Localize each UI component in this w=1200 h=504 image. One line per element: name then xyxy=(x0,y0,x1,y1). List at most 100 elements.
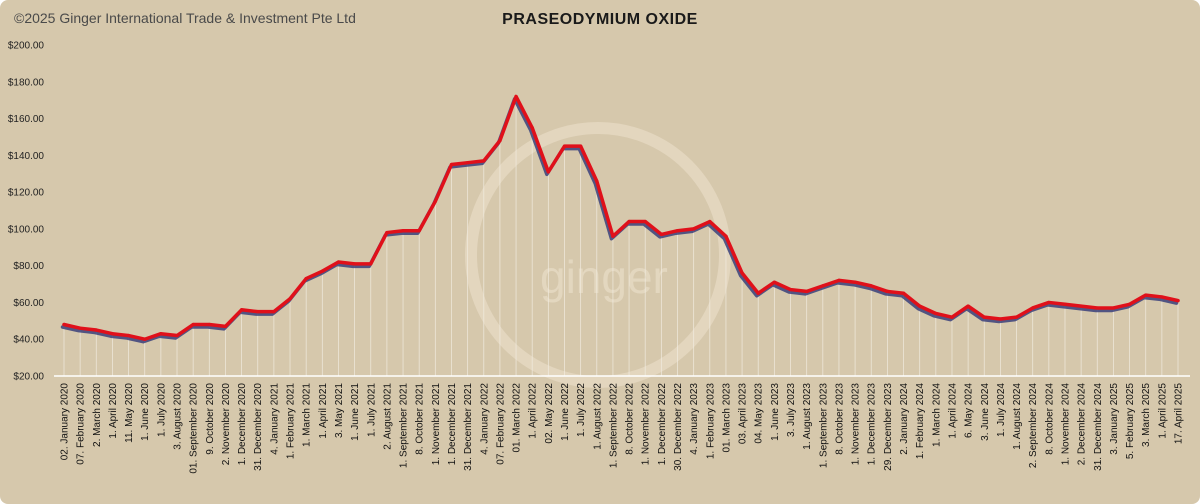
x-tick-label: 07. February 2022 xyxy=(495,383,506,465)
x-tick-label: 1. March 2024 xyxy=(931,383,942,447)
x-tick-label: 3. June 2024 xyxy=(980,383,991,441)
data-point xyxy=(288,297,292,301)
data-point xyxy=(62,322,66,327)
data-point xyxy=(1144,293,1148,297)
x-tick-label: 07. February 2020 xyxy=(76,383,87,465)
data-point xyxy=(966,304,970,308)
x-tick-label: 4. January 2023 xyxy=(689,383,700,455)
x-tick-label: 01. September 2020 xyxy=(189,383,200,474)
x-tick-label: 8. October 2022 xyxy=(625,383,636,455)
x-tick-label: 1. July 2022 xyxy=(576,383,587,437)
data-point xyxy=(1047,300,1051,305)
x-tick-label: 17. April 2025 xyxy=(1174,383,1185,445)
data-point xyxy=(918,304,922,308)
x-tick-label: 11. May 2020 xyxy=(124,383,135,443)
x-tick-label: 03. April 2023 xyxy=(738,383,749,445)
x-tick-label: 01. March 2023 xyxy=(721,383,732,453)
x-axis: 02. January 2020 07. February 2020 2. Marc… xyxy=(60,383,1185,474)
data-point xyxy=(546,170,550,174)
data-point xyxy=(724,234,728,238)
x-tick-label: 2. January 2024 xyxy=(899,383,910,455)
y-tick-label: $80.00 xyxy=(13,261,44,272)
x-tick-label: 1. June 2020 xyxy=(140,383,151,441)
data-point xyxy=(1111,306,1116,310)
data-point xyxy=(627,219,631,224)
data-point xyxy=(643,219,647,224)
data-point xyxy=(110,332,115,336)
y-tick-label: $180.00 xyxy=(8,77,45,88)
x-tick-label: 9. October 2020 xyxy=(205,383,216,455)
x-tick-label: 1. March 2021 xyxy=(302,383,313,447)
data-point xyxy=(998,317,1003,321)
x-tick-label: 1. April 2024 xyxy=(947,383,958,439)
x-tick-label: 1. July 2020 xyxy=(156,383,167,437)
data-point xyxy=(498,139,502,143)
data-point xyxy=(369,262,373,266)
x-tick-label: 2. September 2024 xyxy=(1028,383,1039,468)
data-point xyxy=(950,315,954,319)
data-point xyxy=(385,230,389,235)
y-tick-label: $100.00 xyxy=(8,224,45,235)
data-point xyxy=(126,333,131,338)
data-point xyxy=(1095,306,1099,310)
x-tick-label: 1. April 2020 xyxy=(108,383,119,439)
x-tick-label: 1. September 2023 xyxy=(818,383,829,468)
x-tick-label: 8. October 2023 xyxy=(834,383,845,455)
data-point xyxy=(304,276,308,281)
data-point xyxy=(756,291,760,295)
data-point xyxy=(934,311,938,316)
data-point xyxy=(675,229,680,233)
x-tick-label: 6. May 2024 xyxy=(964,383,975,438)
series-layer xyxy=(60,94,1180,344)
x-tick-label: 1. November 2021 xyxy=(431,383,442,466)
data-point xyxy=(223,324,228,328)
data-point xyxy=(159,332,163,336)
x-tick-label: 1. June 2021 xyxy=(350,383,361,441)
data-point xyxy=(772,280,776,284)
data-point xyxy=(143,337,147,341)
data-point xyxy=(514,94,518,99)
data-point xyxy=(336,260,341,264)
x-tick-label: 4. January 2022 xyxy=(479,383,490,455)
data-point xyxy=(353,262,357,266)
x-tick-label: 5. February 2025 xyxy=(1125,383,1136,460)
data-point xyxy=(659,232,663,237)
data-point xyxy=(805,289,809,294)
x-tick-label: 1. December 2020 xyxy=(237,383,248,466)
copyright-notice: ©2025 Ginger International Trade & Inves… xyxy=(14,10,356,26)
data-point xyxy=(417,229,421,233)
data-point xyxy=(692,227,696,231)
x-tick-label: 1. December 2023 xyxy=(867,383,878,466)
y-tick-label: $20.00 xyxy=(13,372,44,383)
data-point xyxy=(1014,315,1019,319)
data-point xyxy=(482,159,486,163)
x-tick-label: 1. August 2024 xyxy=(1012,383,1023,450)
x-tick-label: 1. September 2022 xyxy=(608,383,619,468)
data-point xyxy=(191,322,195,327)
data-point xyxy=(562,144,567,148)
x-tick-label: 8. October 2024 xyxy=(1044,383,1055,455)
data-point xyxy=(320,269,324,273)
x-tick-label: 1. April 2025 xyxy=(1157,383,1168,439)
data-point xyxy=(94,328,98,332)
x-tick-label: 2. November 2020 xyxy=(221,383,232,466)
data-point xyxy=(579,144,583,148)
y-tick-label: $60.00 xyxy=(13,298,44,309)
y-tick-label: $160.00 xyxy=(8,114,45,125)
x-tick-label: 3. March 2025 xyxy=(1141,383,1152,447)
x-tick-label: 31. December 2024 xyxy=(1093,383,1104,471)
data-point xyxy=(885,289,889,294)
data-point xyxy=(788,287,793,292)
x-tick-label: 1. November 2022 xyxy=(641,383,652,466)
data-point xyxy=(530,126,534,130)
x-tick-label: 1. December 2021 xyxy=(447,383,458,466)
x-tick-label: 8. October 2021 xyxy=(415,383,426,455)
y-tick-label: $140.00 xyxy=(8,151,45,162)
x-tick-label: 2. August 2021 xyxy=(382,383,393,450)
x-tick-label: 30. December 2022 xyxy=(673,383,684,471)
x-tick-label: 04. May 2023 xyxy=(754,383,765,444)
x-tick-label: 1. December 2022 xyxy=(657,383,668,466)
ginger-watermark-logo: ginger xyxy=(465,122,731,388)
